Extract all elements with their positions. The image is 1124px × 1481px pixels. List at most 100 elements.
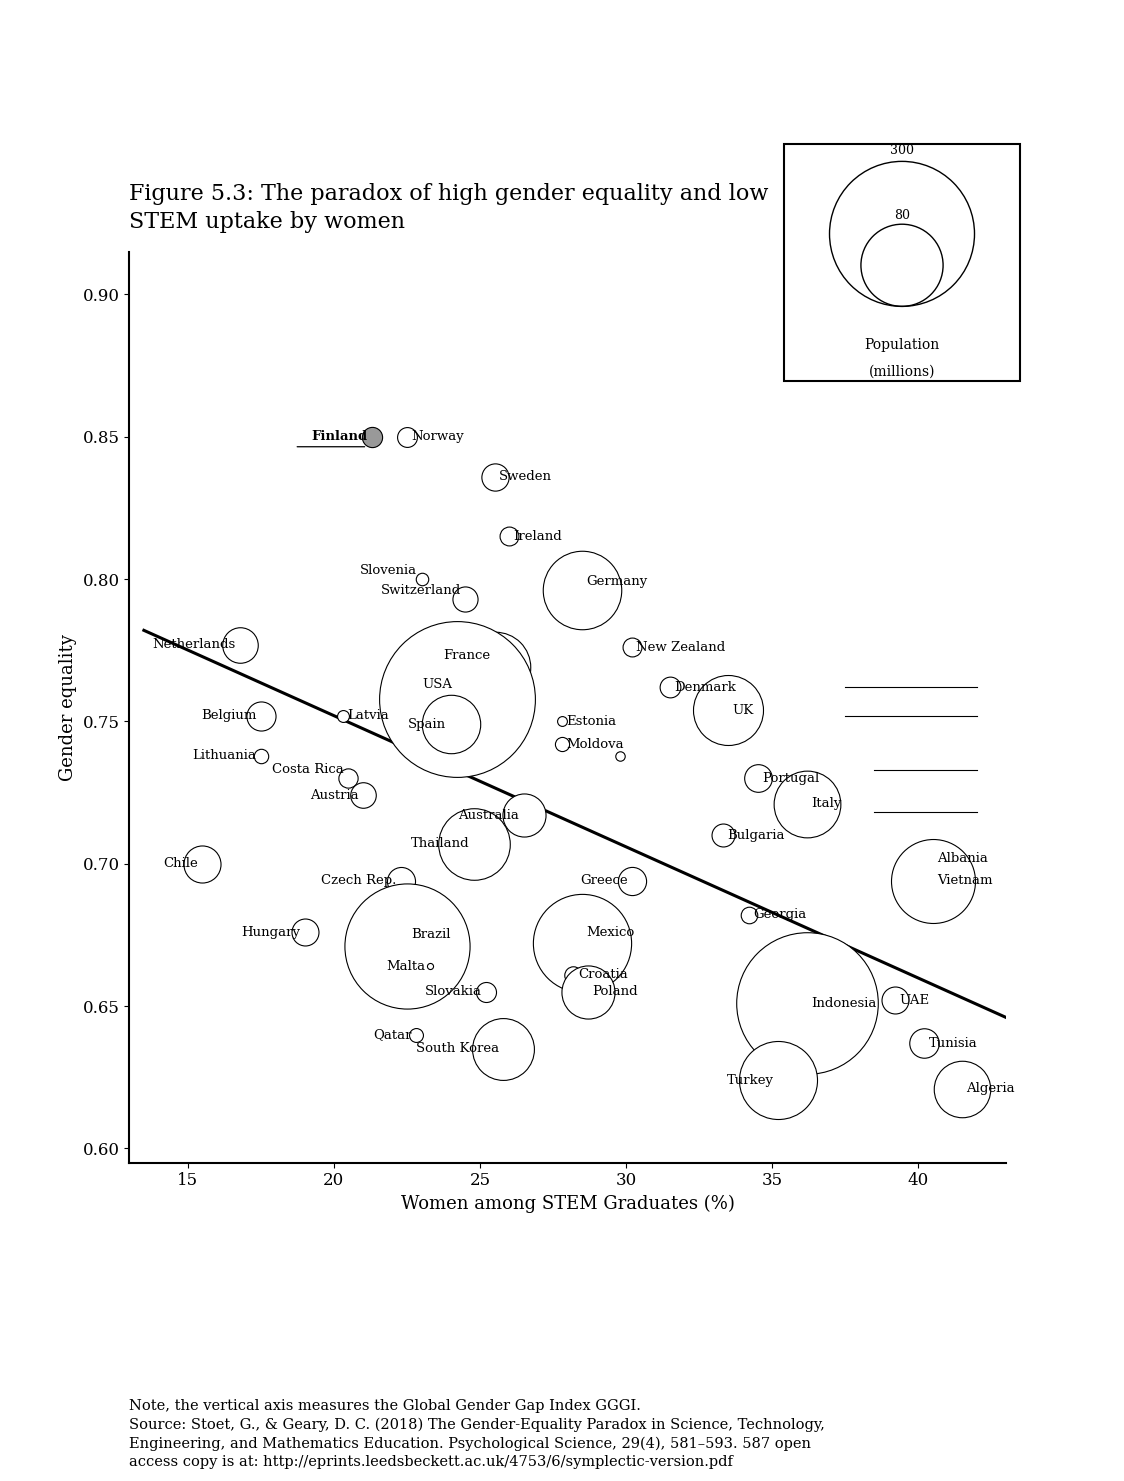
Point — [564, 963, 582, 986]
Text: 80: 80 — [894, 209, 910, 222]
Point — [486, 465, 504, 489]
Point — [886, 988, 904, 1012]
Point — [579, 980, 597, 1004]
Text: Algeria: Algeria — [967, 1083, 1015, 1094]
Text: USA: USA — [423, 678, 452, 692]
Text: Albania: Albania — [937, 852, 988, 865]
Text: Latvia: Latvia — [347, 709, 389, 723]
Text: Slovenia: Slovenia — [360, 564, 417, 578]
Point — [447, 687, 465, 711]
Text: Population: Population — [864, 338, 940, 352]
Text: Indonesia: Indonesia — [812, 997, 877, 1010]
Point — [515, 804, 533, 828]
Point — [623, 635, 641, 659]
Text: Estonia: Estonia — [566, 715, 616, 727]
Point — [573, 579, 591, 603]
Text: Netherlands: Netherlands — [153, 638, 236, 652]
Text: Mexico: Mexico — [587, 926, 635, 939]
Point — [232, 632, 250, 656]
Text: Australia: Australia — [459, 809, 519, 822]
Text: Portugal: Portugal — [762, 772, 819, 785]
Text: Vietnam: Vietnam — [937, 874, 992, 887]
Point — [252, 743, 270, 767]
Text: (millions): (millions) — [869, 364, 935, 379]
Point — [477, 980, 495, 1004]
Point — [769, 1068, 787, 1091]
Text: Brazil: Brazil — [411, 929, 451, 942]
Point — [924, 869, 942, 893]
Point — [500, 524, 518, 548]
Point — [407, 1023, 425, 1047]
Text: Chile: Chile — [163, 857, 198, 871]
Text: Austria: Austria — [310, 789, 359, 801]
Text: UAE: UAE — [899, 994, 930, 1007]
Text: France: France — [443, 650, 490, 662]
Point — [495, 1037, 513, 1060]
Point — [252, 703, 270, 727]
X-axis label: Women among STEM Graduates (%): Women among STEM Graduates (%) — [400, 1195, 735, 1213]
Point — [334, 703, 352, 727]
Point — [798, 991, 816, 1014]
Text: Note, the vertical axis measures the Global Gender Gap Index GGGI.
Source: Stoet: Note, the vertical axis measures the Glo… — [129, 1400, 825, 1469]
Point — [719, 698, 737, 721]
Point — [339, 767, 357, 791]
Text: Georgia: Georgia — [753, 908, 806, 921]
Point — [740, 903, 758, 927]
Text: 300: 300 — [890, 144, 914, 157]
Point — [924, 846, 942, 869]
Point — [296, 920, 314, 943]
Text: Croatia: Croatia — [578, 969, 627, 982]
Point — [915, 1031, 933, 1054]
Text: Turkey: Turkey — [726, 1074, 773, 1087]
Point — [486, 656, 504, 680]
Text: Czech Rep.: Czech Rep. — [321, 874, 397, 887]
Text: Bulgaria: Bulgaria — [727, 829, 785, 841]
Point — [442, 712, 460, 736]
Point — [573, 932, 591, 955]
Point — [714, 823, 732, 847]
Point — [422, 954, 439, 977]
Text: UK: UK — [733, 703, 754, 717]
Text: Finland: Finland — [311, 431, 368, 443]
Text: Malta: Malta — [387, 960, 426, 973]
Text: Figure 5.3: The paradox of high gender equality and low
STEM uptake by women: Figure 5.3: The paradox of high gender e… — [129, 184, 769, 233]
Text: Spain: Spain — [408, 718, 446, 730]
Text: Switzerland: Switzerland — [381, 584, 461, 597]
Point — [465, 832, 483, 856]
Point — [398, 425, 416, 449]
Point — [611, 743, 629, 767]
Point — [953, 1077, 971, 1100]
Text: Thailand: Thailand — [411, 837, 470, 850]
Point — [553, 709, 571, 733]
Point — [798, 792, 816, 816]
Y-axis label: Gender equality: Gender equality — [58, 634, 76, 780]
Point — [193, 852, 211, 875]
Text: Lithuania: Lithuania — [192, 749, 256, 763]
Point — [661, 675, 679, 699]
Point — [363, 425, 381, 449]
Text: Denmark: Denmark — [674, 681, 736, 693]
Text: Germany: Germany — [587, 576, 647, 588]
Text: Costa Rica: Costa Rica — [272, 763, 344, 776]
Text: Qatar: Qatar — [373, 1028, 411, 1041]
Text: Italy: Italy — [812, 797, 842, 810]
Point — [456, 586, 474, 610]
Text: Hungary: Hungary — [242, 926, 300, 939]
Text: Ireland: Ireland — [514, 530, 562, 544]
Text: Tunisia: Tunisia — [928, 1037, 977, 1050]
Point — [553, 732, 571, 755]
Text: Greece: Greece — [580, 874, 627, 887]
Text: Norway: Norway — [411, 431, 464, 443]
Point — [392, 869, 410, 893]
Text: Slovakia: Slovakia — [425, 985, 481, 998]
Text: Belgium: Belgium — [201, 709, 256, 723]
Point — [623, 869, 641, 893]
Text: Poland: Poland — [592, 985, 638, 998]
Text: Sweden: Sweden — [499, 469, 552, 483]
Point — [413, 567, 430, 591]
Text: Moldova: Moldova — [566, 738, 624, 751]
Text: New Zealand: New Zealand — [636, 641, 726, 655]
Point — [398, 935, 416, 958]
Text: South Korea: South Korea — [416, 1043, 499, 1056]
Point — [749, 767, 767, 791]
